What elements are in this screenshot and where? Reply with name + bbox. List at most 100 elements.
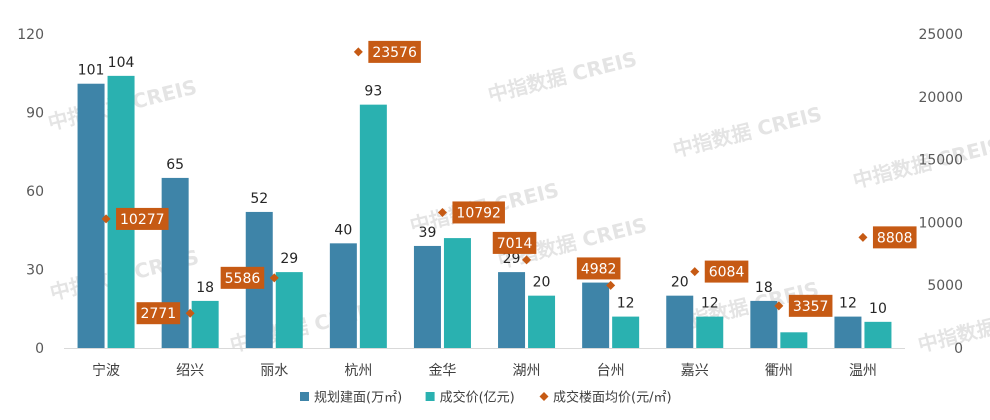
x-axis-category-label: 杭州: [344, 363, 372, 379]
x-axis-category-label: 宁波: [92, 362, 120, 379]
bar: [443, 238, 471, 348]
price-label-box: [368, 40, 421, 63]
price-value-label: 5586: [225, 271, 261, 287]
right-axis-tick-label: 0: [954, 341, 963, 357]
price-value-label: 2771: [141, 306, 177, 322]
watermark-text: 中指数据 CREIS: [485, 47, 639, 107]
price-label-box: [492, 231, 537, 254]
data-labels: 101 104 65 18 52 29 40 93 39 29 20 12 20 12 18 12 10: [78, 55, 887, 317]
price-value-label: 8808: [877, 230, 913, 246]
bar-value-label: 29: [503, 251, 521, 267]
axes: 0 30 60 90 120 0 5000 10000 15000 20000 25000 宁波 绍兴 丽…: [17, 27, 963, 379]
bar-value-label: 93: [364, 84, 382, 100]
price-value-label: 4982: [581, 261, 617, 277]
left-axis-tick-label: 60: [26, 184, 44, 200]
price-point: [101, 214, 111, 224]
bar-value-label: 18: [196, 280, 214, 296]
bar-value-label: 12: [839, 296, 857, 312]
x-axis-category-label: 温州: [849, 363, 877, 379]
legend-label: 成交楼面均价(元/㎡): [553, 390, 672, 406]
left-axis-tick-label: 30: [26, 263, 44, 279]
bar: [359, 104, 387, 349]
bar-value-label: 65: [166, 157, 184, 173]
x-axis-category-label: 嘉兴: [681, 363, 709, 379]
bar-value-label: 29: [280, 251, 298, 267]
bar: [275, 272, 303, 348]
right-axis-tick-label: 20000: [918, 90, 963, 106]
watermark-text: 中指数据 CREIS: [670, 102, 824, 162]
price-value-label: 10277: [120, 212, 165, 228]
x-axis-category-label: 金华: [428, 363, 456, 379]
bar-value-label: 18: [755, 280, 773, 296]
price-point: [522, 255, 532, 265]
price-label-box: [452, 201, 505, 224]
price-point: [437, 207, 447, 217]
legend-swatch: [425, 392, 435, 401]
bar: [780, 332, 808, 348]
price-point: [774, 301, 784, 311]
price-point: [690, 267, 700, 277]
bar-value-label: 39: [419, 225, 437, 241]
left-axis-tick-label: 120: [17, 27, 44, 43]
bar-value-label: 104: [108, 55, 135, 71]
bar: [77, 83, 105, 348]
x-axis-category-label: 湖州: [513, 363, 541, 379]
price-value-label: 3357: [793, 299, 829, 315]
x-axis-category-label: 丽水: [260, 363, 288, 379]
right-axis-tick-label: 10000: [918, 215, 963, 231]
bar-value-label: 20: [533, 275, 551, 291]
x-axis-category-label: 衢州: [765, 362, 793, 379]
bar: [191, 300, 219, 348]
price-point: [269, 273, 279, 283]
bar: [750, 300, 778, 348]
x-axis-category-label: 绍兴: [176, 363, 204, 379]
price-value-label: 6084: [709, 265, 745, 281]
legend: 规划建面(万㎡) 成交价(亿元) 成交楼面均价(元/㎡): [300, 390, 672, 406]
bar: [696, 316, 724, 348]
price-point: [606, 280, 616, 290]
bar: [528, 295, 556, 348]
bar: [666, 295, 694, 348]
x-axis-category-label: 台州: [597, 363, 625, 379]
bar-value-label: 101: [78, 63, 105, 79]
legend-label: 成交价(亿元): [440, 390, 515, 406]
price-value-label: 7014: [497, 236, 533, 252]
left-axis-tick-label: 0: [35, 341, 44, 357]
price-label-box: [872, 226, 917, 249]
right-axis-tick-label: 25000: [918, 27, 963, 43]
bar-value-label: 10: [869, 301, 887, 317]
price-label-box: [116, 207, 169, 230]
bar-value-label: 20: [671, 275, 689, 291]
right-axis-tick-label: 5000: [927, 278, 963, 294]
price-value-label: 23576: [372, 45, 417, 61]
left-axis-tick-label: 90: [26, 106, 44, 122]
price-label-box: [220, 266, 265, 289]
price-point: [858, 232, 868, 242]
bar-value-label: 52: [250, 191, 268, 207]
bar-value-label: 12: [701, 296, 719, 312]
price-label-box: [704, 260, 749, 283]
watermark-text: 中指数据 CREIS: [915, 297, 990, 357]
right-axis-tick-label: 15000: [918, 153, 963, 169]
bar: [329, 243, 357, 348]
price-point: [185, 308, 195, 318]
price-point: [353, 47, 363, 57]
bar-value-label: 12: [617, 296, 635, 312]
price-label-box: [136, 302, 181, 325]
legend-swatch: [300, 392, 309, 401]
bar: [864, 321, 892, 348]
bar-value-label: 40: [334, 222, 352, 238]
bar: [834, 316, 862, 348]
legend-label: 规划建面(万㎡): [314, 391, 402, 406]
bar: [413, 245, 441, 348]
bar: [582, 282, 610, 348]
legend-swatch: [539, 392, 549, 401]
price-label-box: [788, 294, 833, 317]
bar: [498, 272, 526, 348]
bar: [612, 316, 640, 348]
price-value-label: 10792: [456, 205, 501, 221]
price-points: 10277 2771 5586 23576 10792 7014 4982 6084 3357 8…: [101, 40, 917, 325]
price-label-box: [576, 257, 621, 280]
